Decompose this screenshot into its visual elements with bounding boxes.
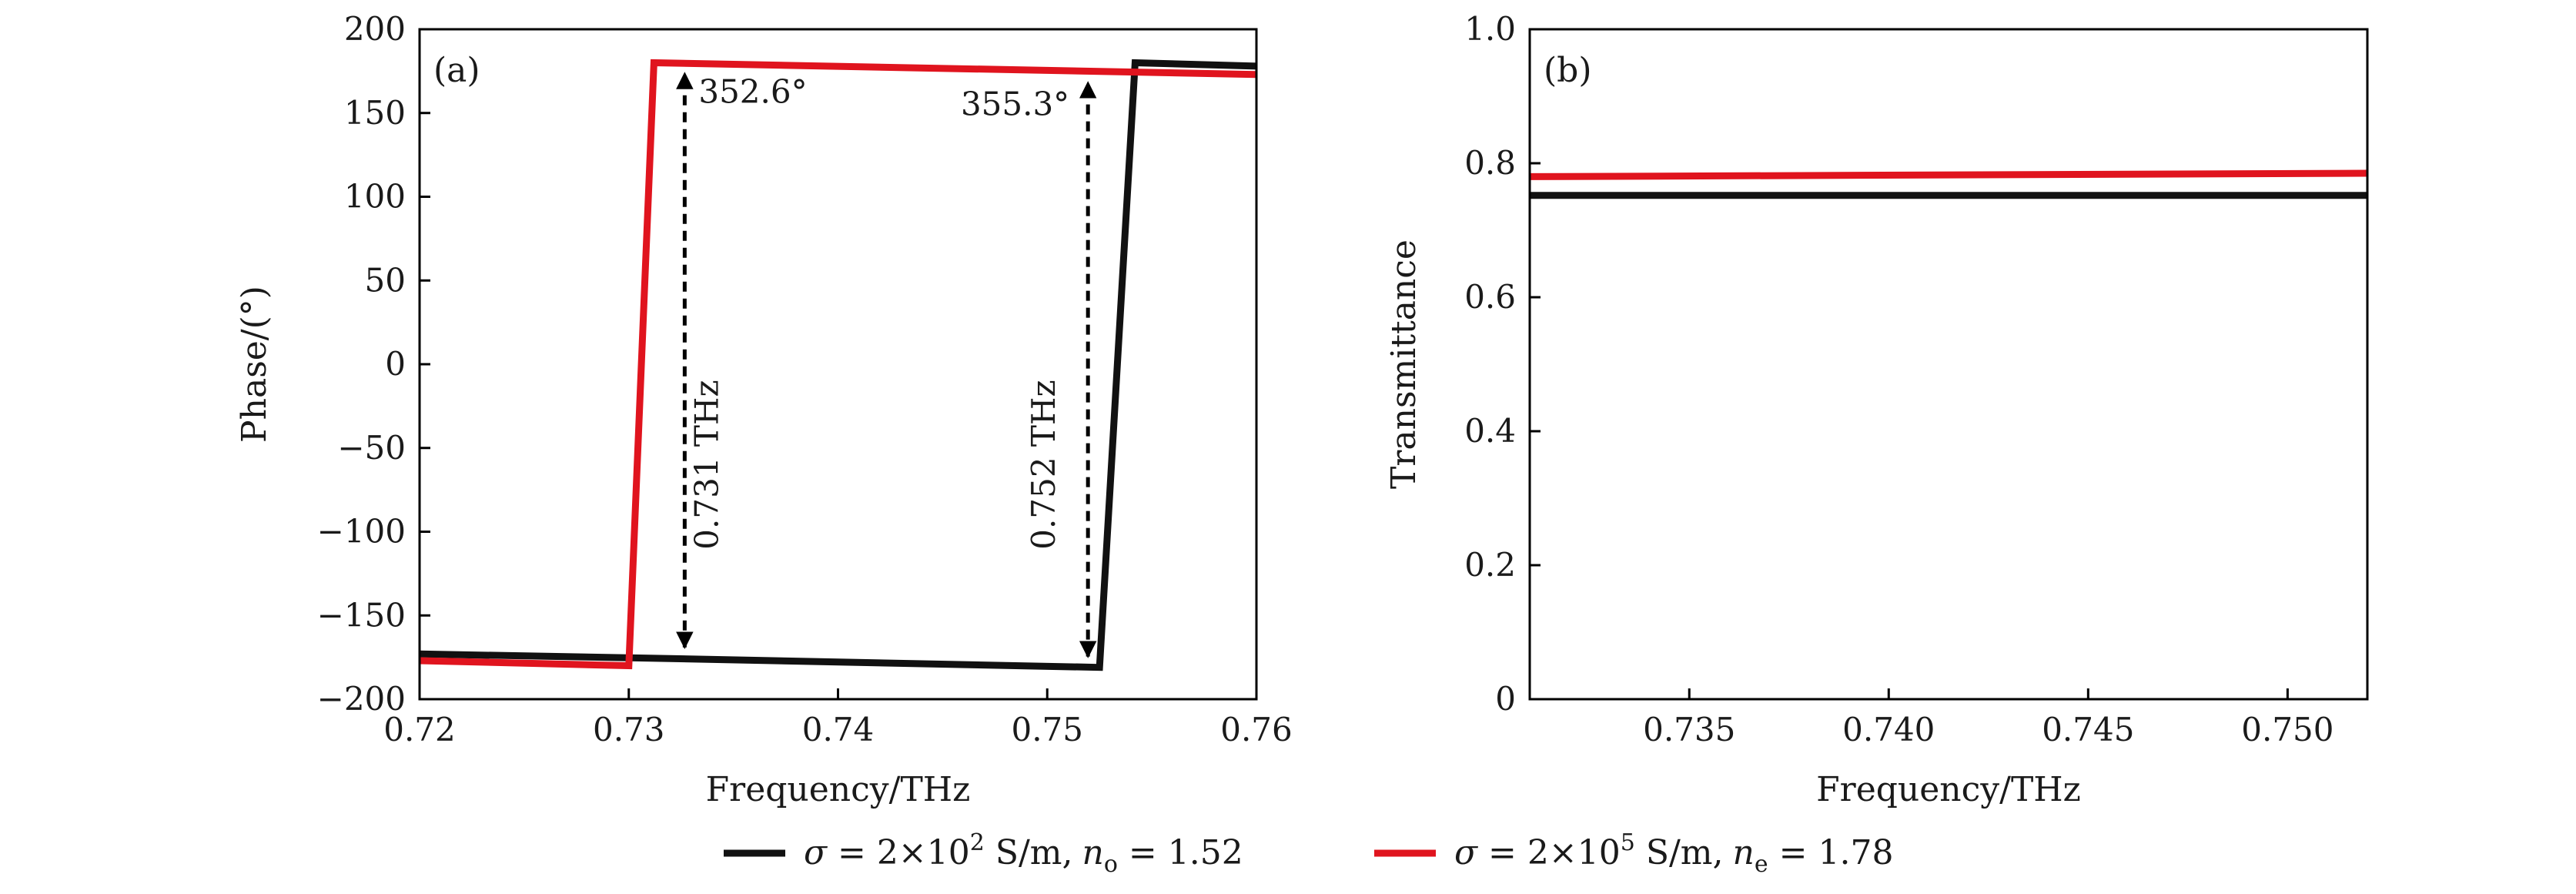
- legend-entry-1: σ = 2×102 S/m, no = 1.52: [804, 829, 1243, 878]
- y-tick-label: −100: [317, 513, 406, 551]
- y-axis-title: Transmittance: [1384, 239, 1423, 489]
- legend-sigma-base: 2×10: [877, 833, 970, 872]
- y-tick-label: 0.8: [1464, 144, 1516, 182]
- y-tick-label: 0: [385, 345, 406, 383]
- legend-sigma-symbol: σ: [1454, 833, 1479, 872]
- legend-entry-2: σ = 2×105 S/m, ne = 1.78: [1454, 829, 1893, 878]
- y-tick-label: 0: [1495, 680, 1516, 718]
- legend-n-equals: =: [1118, 833, 1168, 872]
- legend-sigma-base: 2×10: [1527, 833, 1621, 872]
- y-tick-label: 200: [344, 10, 406, 48]
- x-tick-label: 0.76: [1220, 711, 1293, 748]
- annotation-angle-2: 355.3°: [961, 85, 1069, 123]
- x-tick-label: 0.750: [2241, 711, 2333, 748]
- y-tick-label: 100: [344, 178, 406, 216]
- x-tick-label: 0.735: [1643, 711, 1735, 748]
- series-line-2: [420, 59, 1256, 670]
- legend-equals: =: [1477, 833, 1527, 872]
- legend-n-equals: =: [1768, 833, 1818, 872]
- y-tick-label: −50: [337, 429, 406, 467]
- x-tick-label: 0.72: [383, 711, 456, 748]
- panel-b-transmittance-chart: 0.735 0.740 0.745 0.750 0 0.2 0.4 0.6 0.8 1.0 Freq…: [1384, 10, 2369, 809]
- y-axis-title: Phase/(°): [235, 286, 274, 443]
- y-tick-label: 150: [344, 94, 406, 132]
- x-tick-label: 0.740: [1842, 711, 1935, 748]
- legend-sigma-unit: S/m,: [985, 833, 1073, 872]
- x-axis-title: Frequency/THz: [1816, 770, 2081, 809]
- y-tick-label: −150: [317, 596, 406, 634]
- legend-n-subscript: o: [1104, 851, 1118, 878]
- annotation-angle-1: 352.6°: [698, 73, 807, 111]
- y-tick-label: 0.2: [1464, 546, 1516, 584]
- plot-frame: [1528, 28, 2369, 701]
- legend-sigma-unit: S/m,: [1635, 833, 1724, 872]
- panel-label: (b): [1544, 51, 1592, 90]
- x-tick-label: 0.73: [593, 711, 665, 748]
- y-tick-label: 0.4: [1464, 412, 1516, 450]
- legend-n-subscript: e: [1755, 851, 1768, 878]
- y-tick-label: 0.6: [1464, 278, 1516, 316]
- legend-sigma-exponent: 2: [970, 829, 985, 856]
- panel-label: (a): [433, 51, 480, 90]
- y-tick-label: 50: [365, 261, 406, 299]
- panel-a-phase-chart: 0.72 0.73 0.74 0.75 0.76 200 150 100 50 0 −50 −100 −…: [235, 10, 1293, 809]
- series-line-1: [420, 59, 1256, 671]
- annotation-frequency-2: 0.752 THz: [1025, 380, 1062, 549]
- x-axis-title: Frequency/THz: [706, 770, 971, 809]
- series-line-2: [1530, 169, 2367, 180]
- x-tick-label: 0.75: [1011, 711, 1083, 748]
- legend-n-symbol: n: [1733, 833, 1755, 872]
- legend: σ = 2×102 S/m, no = 1.52 σ = 2×105 S/m, ne …: [724, 829, 1893, 878]
- y-tick-label: −200: [317, 680, 406, 718]
- y-tick-label: 1.0: [1464, 10, 1516, 48]
- x-tick-label: 0.745: [2042, 711, 2134, 748]
- annotation-frequency-1: 0.731 THz: [687, 380, 725, 549]
- legend-sigma-symbol: σ: [804, 833, 828, 872]
- legend-equals: =: [827, 833, 877, 872]
- legend-sigma-exponent: 5: [1621, 829, 1635, 856]
- legend-n-symbol: n: [1082, 833, 1104, 872]
- legend-n-value: 1.78: [1818, 833, 1893, 872]
- x-tick-label: 0.74: [802, 711, 875, 748]
- legend-n-value: 1.52: [1168, 833, 1243, 872]
